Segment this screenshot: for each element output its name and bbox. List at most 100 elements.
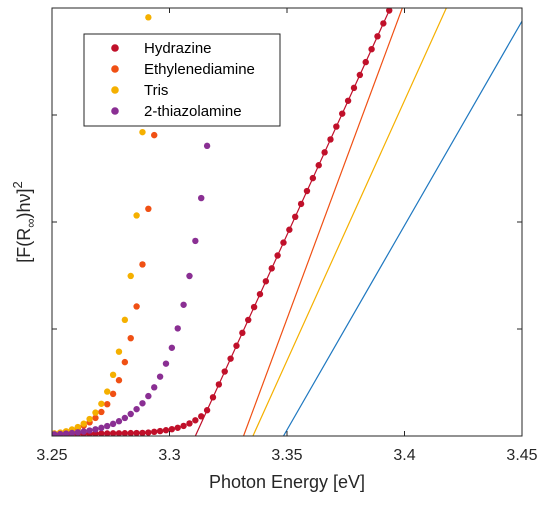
data-point [121,414,129,422]
data-point [362,58,369,66]
data-point [104,430,111,436]
data-point [221,368,228,375]
data-point [233,342,240,349]
data-point [98,400,105,407]
data-point [192,417,199,424]
data-point [386,8,393,14]
data-point [262,278,270,285]
data-point [303,187,311,195]
data-point [109,371,117,379]
data-point [198,194,205,202]
data-point [109,390,117,398]
data-point [174,325,181,332]
data-point [145,392,152,400]
data-point [127,272,134,280]
data-point [92,414,99,422]
data-point [350,84,358,92]
data-point [374,33,381,40]
data-point [98,408,105,416]
data-point [192,237,199,245]
data-point [115,348,123,355]
data-point [203,407,211,414]
x-tick-label: 3.25 [36,447,67,464]
data-point [109,420,117,428]
data-point [121,358,129,366]
axis-ticks: 3.25 3.3 3.35 3.4 3.45 [36,7,538,464]
data-point [86,427,93,434]
data-point [156,373,164,380]
data-point [57,430,64,436]
y-axis-label-main: [F(R [14,228,34,263]
data-point [98,424,105,432]
data-point [174,424,181,431]
data-point [74,429,82,436]
data-point [292,213,299,221]
data-point [198,413,205,420]
data-point [216,1,222,7]
data-point [168,425,176,433]
data-point [368,45,375,53]
data-point [280,239,287,246]
data-point [268,265,275,272]
data-point [104,422,111,430]
data-point [133,212,140,219]
data-point [186,272,193,280]
data-point [203,142,211,150]
data-point [115,377,123,384]
data-point [162,427,170,434]
data-point [86,415,93,423]
legend-marker [111,65,119,73]
data-point [151,131,158,139]
data-point [256,290,264,298]
data-point [139,429,146,436]
data-point [215,381,223,388]
data-point [80,428,87,435]
data-point [274,252,281,259]
legend-marker [111,107,119,115]
data-point [151,384,158,391]
data-point [52,431,58,436]
data-point [98,430,105,436]
data-point [127,429,134,436]
data-point [156,427,164,435]
data-point [109,430,117,436]
legend-label: Ethylenediamine [144,61,255,78]
data-point [145,205,152,213]
data-point [121,430,129,436]
legend: Hydrazine Ethylenediamine Tris 2-thiazolami… [83,33,281,127]
x-tick-label: 3.4 [393,447,415,464]
data-point [162,360,170,367]
x-axis-label: Photon Energy [eV] [209,472,365,492]
data-point [133,303,140,310]
data-point [180,422,187,430]
fit-line [242,8,403,436]
data-point [115,430,123,436]
data-point [104,388,111,395]
y-axis-label: [F(R∞)hν]2 [10,181,38,263]
data-points [52,1,393,436]
legend-marker [111,44,119,52]
data-point [327,136,334,143]
data-point [145,429,152,436]
data-point [380,20,387,27]
data-point [250,303,258,311]
data-point [286,226,293,233]
legend-label: 2-thiazolamine [144,103,242,120]
x-tick-label: 3.45 [506,447,537,464]
data-point [115,418,123,425]
data-point [139,261,146,268]
data-point [168,344,176,351]
data-point [127,334,134,342]
data-point [239,329,246,337]
y-axis-label-sup: 2 [10,181,25,188]
data-point [104,400,111,408]
data-point [80,420,87,427]
data-point [245,316,252,324]
legend-marker [111,86,119,94]
data-point [321,149,328,156]
data-point [68,429,76,436]
data-point [145,14,152,21]
data-point [62,430,70,436]
data-point [121,316,129,324]
